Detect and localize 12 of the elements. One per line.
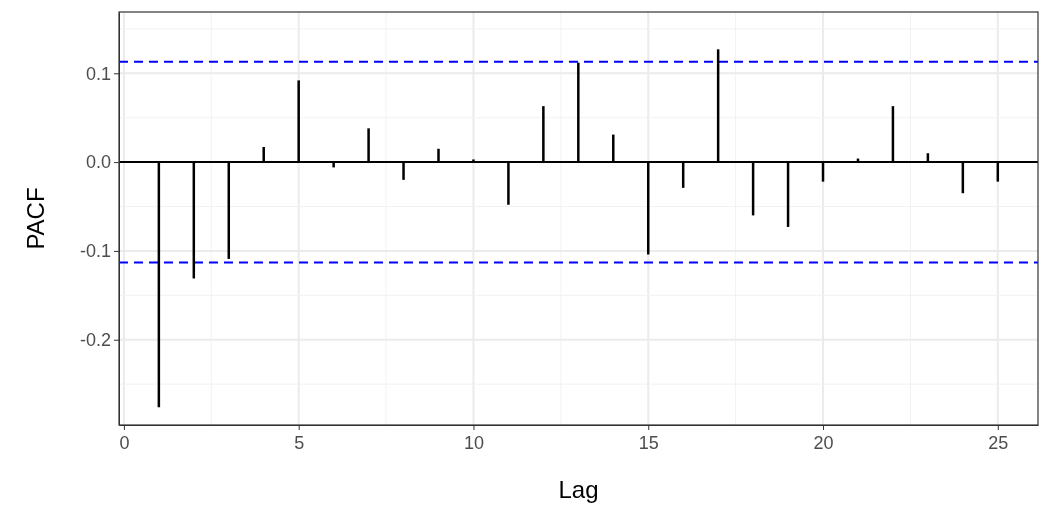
y-axis-title: PACF [22, 187, 49, 250]
x-axis-title: Lag [558, 476, 599, 503]
y-tick-label: 0.1 [85, 63, 111, 84]
x-tick-label: 15 [638, 433, 659, 454]
x-tick-label: 10 [463, 433, 484, 454]
y-tick-label: 0.0 [85, 152, 111, 173]
x-tick-label: 5 [294, 433, 305, 454]
y-tick-label: -0.1 [79, 241, 111, 262]
y-tick-label: -0.2 [79, 330, 111, 350]
x-tick-label: 25 [988, 433, 1009, 454]
x-tick-label: 0 [119, 433, 130, 454]
x-tick-label: 20 [813, 433, 834, 454]
